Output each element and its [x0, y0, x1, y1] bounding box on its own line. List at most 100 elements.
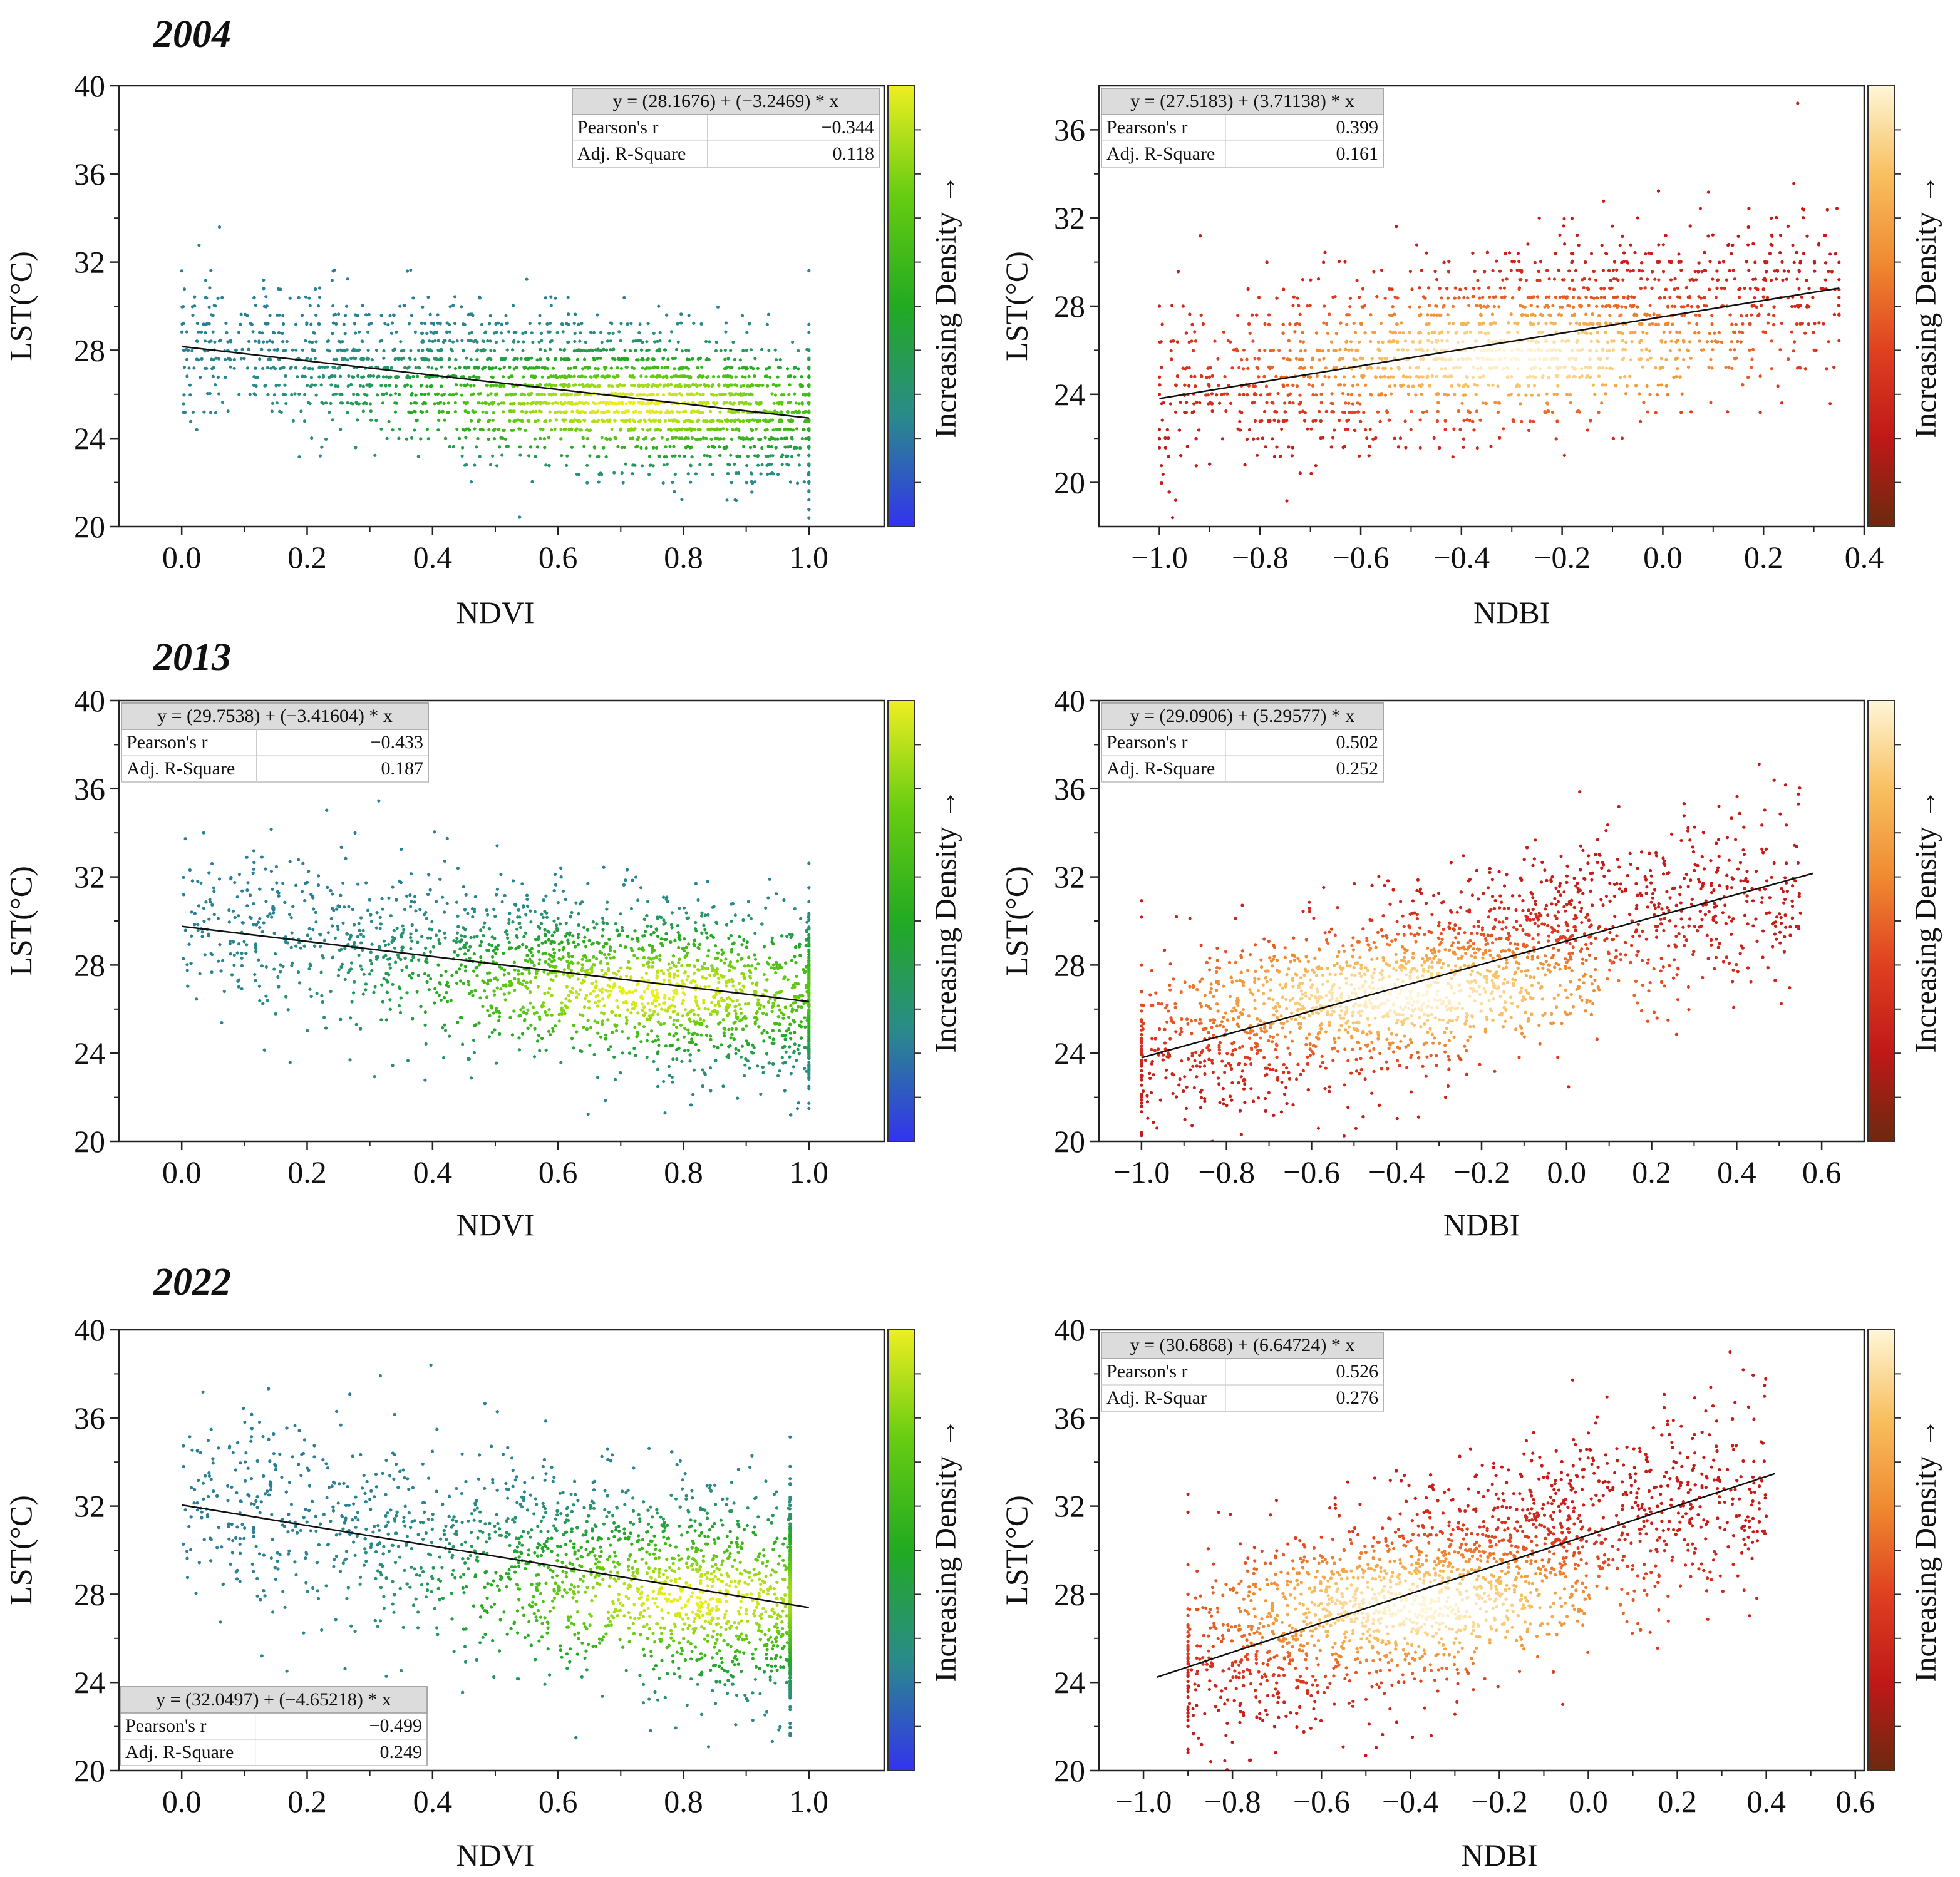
scatter-point: [704, 339, 708, 344]
scatter-point: [254, 376, 258, 379]
scatter-point: [578, 339, 582, 343]
scatter-point: [1481, 401, 1485, 405]
scatter-point: [1352, 321, 1356, 326]
scatter-point: [1596, 331, 1599, 334]
scatter-point: [638, 411, 642, 414]
scatter-point: [760, 347, 764, 352]
scatter-point: [1376, 366, 1380, 370]
scatter-point: [1558, 295, 1562, 299]
scatter-point: [651, 393, 655, 397]
scatter-point: [652, 446, 656, 450]
scatter-point: [1404, 446, 1408, 450]
scatter-point: [604, 348, 609, 352]
scatter-point: [1739, 314, 1743, 318]
scatter-point: [807, 427, 811, 431]
scatter-point: [1668, 296, 1672, 299]
scatter-point: [1252, 437, 1256, 441]
scatter-point: [1597, 411, 1601, 414]
scatter-point: [679, 321, 683, 325]
scatter-point: [567, 322, 570, 327]
scatter-point: [733, 498, 737, 501]
scatter-point: [519, 357, 523, 361]
scatter-point: [537, 366, 541, 369]
scatter-point: [754, 427, 758, 431]
scatter-point: [539, 427, 542, 431]
scatter-point: [591, 419, 595, 424]
scatter-point: [559, 357, 564, 361]
scatter-point: [429, 330, 433, 334]
scatter-point: [1817, 321, 1821, 325]
scatter-point: [1708, 287, 1711, 291]
scatter-point: [1823, 234, 1827, 237]
scatter-point: [623, 349, 627, 352]
scatter-point: [703, 383, 706, 387]
scatter-point: [1746, 243, 1750, 247]
scatter-point: [1456, 341, 1460, 344]
scatter-point: [385, 366, 389, 370]
scatter-point: [1500, 296, 1504, 299]
scatter-point: [421, 349, 425, 352]
scatter-point: [200, 330, 204, 334]
scatter-point: [654, 402, 658, 406]
scatter-point: [229, 358, 232, 362]
scatter-point: [643, 419, 647, 423]
scatter-point: [1528, 419, 1532, 423]
scatter-point: [197, 244, 201, 247]
scatter-point: [1629, 331, 1632, 335]
scatter-point: [1390, 392, 1393, 396]
scatter-point: [547, 463, 551, 468]
scatter-point: [419, 409, 423, 414]
scatter-point: [1399, 384, 1403, 388]
scatter-point: [1298, 312, 1302, 316]
scatter-point: [756, 463, 760, 467]
scatter-point: [543, 446, 547, 450]
scatter-point: [299, 409, 303, 413]
scatter-point: [807, 480, 811, 484]
scatter-point: [425, 331, 429, 336]
scatter-point: [1353, 428, 1357, 433]
scatter-point: [583, 357, 587, 361]
scatter-point: [385, 436, 389, 440]
scatter-point: [521, 349, 525, 352]
scatter-point: [1475, 446, 1479, 450]
scatter-point: [346, 277, 349, 281]
scatter-point: [1369, 313, 1373, 317]
scatter-point: [458, 366, 462, 369]
scatter-point: [766, 472, 770, 476]
scatter-point: [463, 366, 467, 369]
scatter-point: [728, 383, 731, 387]
scatter-point: [1572, 312, 1576, 316]
scatter-point: [309, 357, 313, 361]
scatter-point: [594, 402, 597, 406]
scatter-point: [577, 322, 580, 326]
scatter-point: [636, 339, 641, 342]
scatter-point: [1355, 279, 1359, 282]
scatter-point: [1752, 304, 1756, 307]
scatter-point: [780, 436, 783, 441]
scatter-point: [317, 375, 321, 379]
scatter-point: [336, 384, 340, 388]
scatter-point: [1311, 356, 1314, 360]
scatter-point: [478, 455, 482, 458]
scatter-point: [1591, 312, 1594, 316]
scatter-point: [1728, 269, 1731, 273]
scatter-point: [262, 278, 266, 282]
scatter-point: [662, 393, 666, 397]
scatter-point: [426, 437, 430, 441]
scatter-point: [555, 410, 560, 414]
scatter-point: [664, 411, 668, 414]
scatter-point: [1480, 349, 1483, 352]
scatter-point: [1483, 270, 1487, 274]
scatter-point: [290, 393, 294, 397]
scatter-point: [731, 340, 735, 344]
scatter-point: [736, 454, 740, 458]
scatter-point: [689, 411, 693, 414]
scatter-point: [1769, 279, 1773, 282]
scatter-point: [1322, 321, 1326, 325]
scatter-point: [687, 349, 691, 352]
year-label: 2004: [153, 13, 231, 56]
scatter-point: [1264, 384, 1268, 388]
scatter-point: [1181, 304, 1185, 308]
scatter-point: [745, 401, 748, 406]
scatter-point: [1358, 454, 1361, 458]
